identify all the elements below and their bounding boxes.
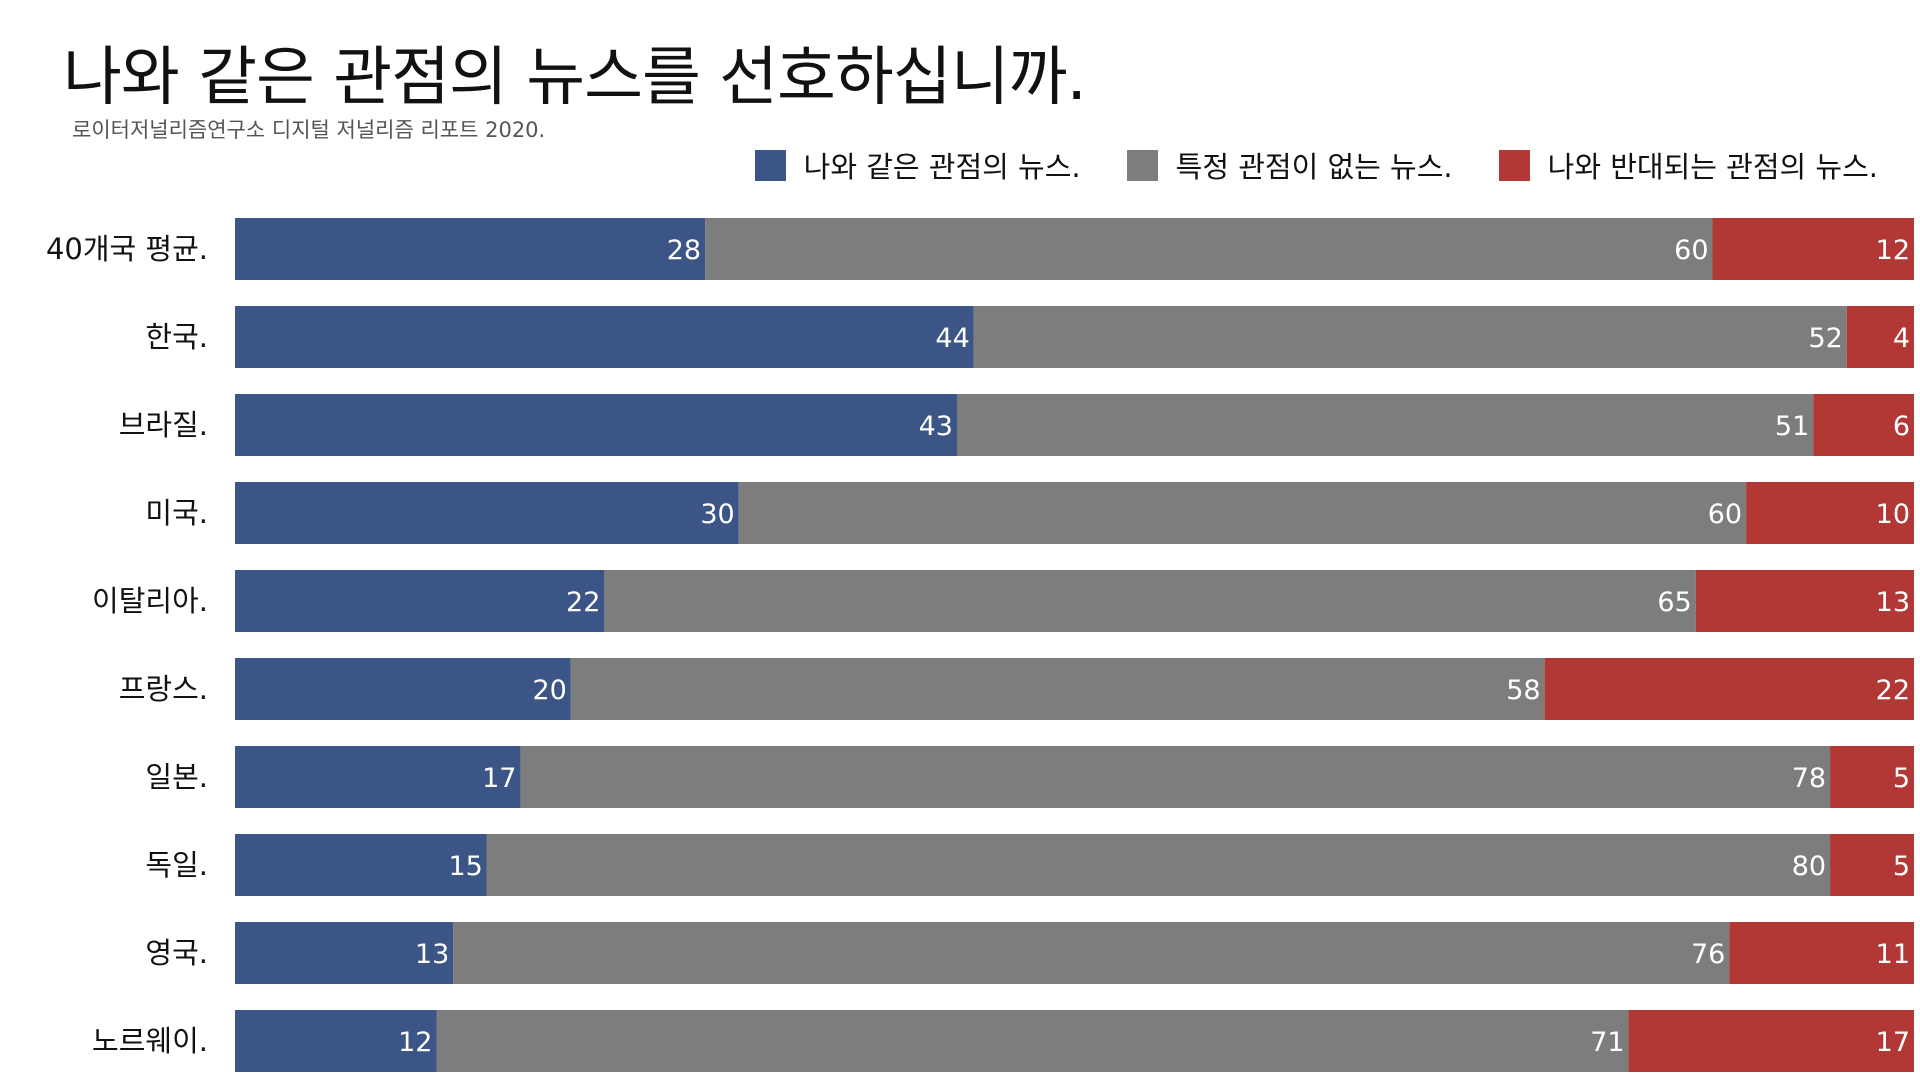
bar-same-view-row-2 — [235, 394, 957, 456]
bar-same-view-row-7 — [235, 834, 487, 896]
value-label-same-view-row-1: 44 — [935, 323, 969, 354]
legend-label-same-view: 나와 같은 관점의 뉴스. — [803, 150, 1081, 184]
category-label-row-0: 40개국 평균. — [46, 232, 208, 266]
value-label-same-view-row-6: 17 — [482, 763, 516, 794]
legend-swatch-no-view — [1126, 149, 1158, 181]
value-label-same-view-row-4: 22 — [566, 587, 600, 618]
value-label-same-view-row-3: 30 — [700, 499, 734, 530]
value-label-no-view-row-4: 65 — [1657, 587, 1691, 618]
bar-opposite-view-row-3 — [1746, 482, 1914, 544]
value-label-opposite-view-row-5: 22 — [1876, 675, 1910, 706]
value-label-same-view-row-7: 15 — [448, 851, 482, 882]
bar-same-view-row-9 — [235, 1010, 437, 1072]
category-label-row-1: 한국. — [145, 320, 208, 354]
value-label-opposite-view-row-6: 5 — [1893, 763, 1910, 794]
value-label-same-view-row-9: 12 — [398, 1027, 432, 1058]
category-label-row-3: 미국. — [145, 496, 208, 530]
bar-same-view-row-0 — [235, 218, 706, 280]
value-label-no-view-row-2: 51 — [1775, 411, 1809, 442]
value-label-no-view-row-9: 71 — [1590, 1027, 1624, 1058]
category-label-row-5: 프랑스. — [119, 672, 208, 706]
value-label-opposite-view-row-1: 4 — [1893, 323, 1910, 354]
legend-label-no-view: 특정 관점이 없는 뉴스. — [1175, 150, 1453, 184]
value-label-no-view-row-5: 58 — [1506, 675, 1540, 706]
value-label-same-view-row-8: 13 — [415, 939, 449, 970]
value-label-no-view-row-7: 80 — [1792, 851, 1826, 882]
legend-item-no-view: 특정 관점이 없는 뉴스. — [1126, 144, 1453, 186]
chart-subtitle: 로이터저널리즘연구소 디지털 저널리즘 리포트 2020. — [72, 118, 546, 142]
legend-label-opposite-view: 나와 반대되는 관점의 뉴스. — [1547, 150, 1878, 184]
bar-no-view-row-1 — [973, 306, 1847, 368]
value-label-opposite-view-row-8: 11 — [1876, 939, 1910, 970]
chart-legend: 나와 같은 관점의 뉴스. 특정 관점이 없는 뉴스. 나와 반대되는 관점의 … — [754, 144, 1878, 186]
value-label-no-view-row-6: 78 — [1792, 763, 1826, 794]
bar-opposite-view-row-4 — [1695, 570, 1914, 632]
bar-no-view-row-7 — [486, 834, 1831, 896]
bar-same-view-row-4 — [235, 570, 605, 632]
value-label-opposite-view-row-7: 5 — [1893, 851, 1910, 882]
legend-swatch-same-view — [754, 149, 786, 181]
chart-title: 나와 같은 관점의 뉴스를 선호하십니까. — [63, 41, 1087, 115]
bar-opposite-view-row-7 — [1830, 834, 1914, 896]
value-label-same-view-row-2: 43 — [919, 411, 953, 442]
category-label-row-4: 이탈리아. — [92, 584, 208, 618]
category-label-row-9: 노르웨이. — [92, 1024, 208, 1058]
value-label-opposite-view-row-2: 6 — [1893, 411, 1910, 442]
value-label-no-view-row-1: 52 — [1808, 323, 1842, 354]
category-label-row-6: 일본. — [145, 760, 208, 794]
value-label-no-view-row-0: 60 — [1674, 235, 1708, 266]
bar-opposite-view-row-6 — [1830, 746, 1914, 808]
bar-no-view-row-2 — [956, 394, 1814, 456]
bar-same-view-row-1 — [235, 306, 974, 368]
legend-item-same-view: 나와 같은 관점의 뉴스. — [754, 144, 1081, 186]
bar-same-view-row-5 — [235, 658, 571, 720]
bar-no-view-row-0 — [705, 218, 1713, 280]
bar-same-view-row-8 — [235, 922, 454, 984]
bar-opposite-view-row-5 — [1544, 658, 1914, 720]
bar-same-view-row-3 — [235, 482, 739, 544]
value-label-opposite-view-row-9: 17 — [1876, 1027, 1910, 1058]
bar-opposite-view-row-9 — [1628, 1010, 1914, 1072]
bar-opposite-view-row-0 — [1712, 218, 1914, 280]
bar-no-view-row-4 — [604, 570, 1696, 632]
category-label-row-7: 독일. — [145, 848, 208, 882]
value-label-opposite-view-row-3: 10 — [1876, 499, 1910, 530]
category-label-row-8: 영국. — [145, 936, 208, 970]
category-label-row-2: 브라질. — [119, 408, 208, 442]
value-label-opposite-view-row-4: 13 — [1876, 587, 1910, 618]
value-label-same-view-row-0: 28 — [667, 235, 701, 266]
value-label-no-view-row-3: 60 — [1708, 499, 1742, 530]
legend-swatch-opposite-view — [1498, 149, 1530, 181]
bar-no-view-row-3 — [738, 482, 1747, 544]
bar-opposite-view-row-1 — [1846, 306, 1914, 368]
bar-no-view-row-9 — [436, 1010, 1629, 1072]
bar-opposite-view-row-8 — [1729, 922, 1914, 984]
bar-no-view-row-6 — [520, 746, 1831, 808]
legend-item-opposite-view: 나와 반대되는 관점의 뉴스. — [1498, 144, 1878, 186]
value-label-no-view-row-8: 76 — [1691, 939, 1725, 970]
bar-no-view-row-5 — [570, 658, 1545, 720]
value-label-opposite-view-row-0: 12 — [1876, 235, 1910, 266]
bar-same-view-row-6 — [235, 746, 521, 808]
bar-opposite-view-row-2 — [1813, 394, 1914, 456]
bar-no-view-row-8 — [453, 922, 1730, 984]
value-label-same-view-row-5: 20 — [532, 675, 566, 706]
